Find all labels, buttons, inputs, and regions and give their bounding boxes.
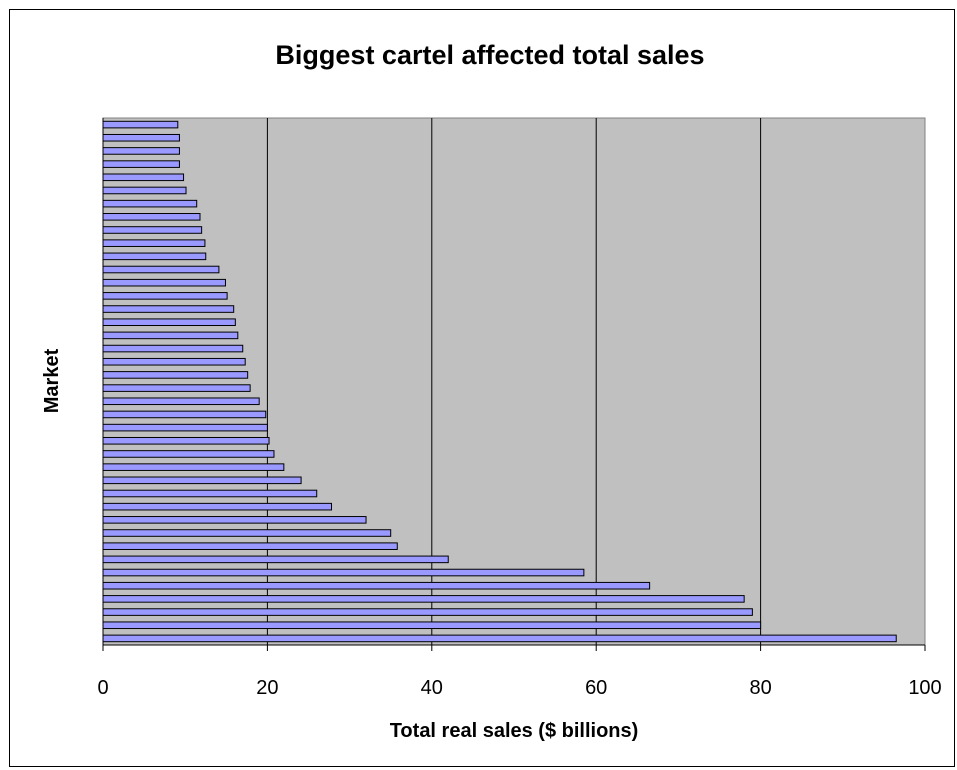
x-tick-label: 40 [421,677,443,699]
bars [102,120,897,643]
y-axis-title: Market [41,348,63,413]
bar-3 [102,608,753,616]
chart-title: Biggest cartel affected total sales [275,40,704,70]
x-tick-label: 0 [97,677,108,699]
bar-17 [102,423,268,432]
bar-33 [102,213,201,221]
bar-29 [102,265,220,274]
bar-38 [102,147,180,155]
bar-4 [102,595,745,603]
bar-32 [102,226,203,234]
bar-28 [102,278,226,287]
bar-2 [102,621,762,630]
bar-25 [102,318,236,327]
bar-21 [102,371,249,379]
bar-35 [102,186,187,195]
bar-34 [102,199,198,208]
x-tick-label: 100 [908,677,941,699]
bar-11 [102,502,333,511]
bar-1 [102,634,897,643]
bar-9 [102,529,392,537]
x-tick-label: 60 [585,677,607,699]
bar-37 [102,160,180,168]
x-axis-title: Total real sales ($ billions) [390,720,639,742]
bar-7 [102,555,449,564]
bar-18 [102,410,267,419]
bar-13 [102,476,302,485]
bar-14 [102,463,285,471]
bar-40 [102,120,179,129]
bar-6 [102,568,585,577]
bar-20 [102,384,251,392]
x-tick-labels: 0 20 40 60 80 100 [97,645,942,699]
bar-12 [102,489,318,498]
bar-10 [102,516,367,524]
bar-15 [102,450,275,458]
x-tick-label: 80 [749,677,771,699]
bar-22 [102,357,246,366]
bar-19 [102,397,260,406]
plot-area [102,117,926,646]
bar-24 [102,331,239,340]
bar-8 [102,542,398,550]
bar-23 [102,344,244,353]
bar-5 [102,581,651,590]
bar-36 [102,173,185,182]
bar-31 [102,239,206,247]
bar-26 [102,305,235,313]
bar-30 [102,252,207,261]
x-tick-label: 20 [256,677,278,699]
bar-39 [102,133,180,142]
bar-16 [102,436,270,445]
bar-27 [102,292,228,300]
